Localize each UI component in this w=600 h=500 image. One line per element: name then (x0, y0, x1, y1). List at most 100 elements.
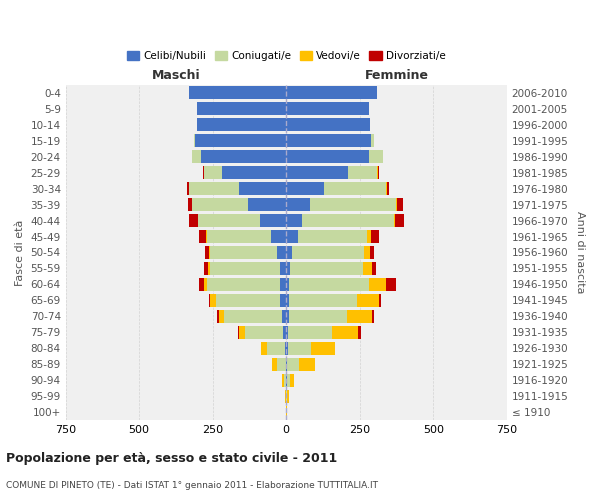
Y-axis label: Fasce di età: Fasce di età (15, 220, 25, 286)
Bar (286, 150, 368, 163)
Bar (204, 166, 221, 179)
Bar (311, 342, 335, 354)
Bar (397, 198, 403, 211)
Bar (197, 102, 286, 115)
Bar (239, 326, 245, 338)
Bar (287, 326, 332, 338)
Bar (368, 150, 383, 163)
Bar (199, 278, 204, 291)
Bar (347, 310, 373, 322)
Bar (285, 342, 286, 354)
Bar (286, 86, 377, 99)
Bar (208, 262, 210, 275)
Legend: Celibi/Nubili, Coniugati/e, Vedovi/e, Divorziati/e: Celibi/Nubili, Coniugati/e, Vedovi/e, Di… (122, 46, 450, 65)
Bar (364, 246, 370, 259)
Text: Maschi: Maschi (152, 68, 200, 82)
Bar (373, 310, 374, 322)
Bar (282, 310, 286, 322)
Bar (387, 182, 389, 195)
Bar (192, 198, 248, 211)
Bar (239, 182, 286, 195)
Bar (290, 374, 294, 386)
Bar (199, 230, 206, 243)
Bar (394, 214, 395, 227)
Text: Popolazione per età, sesso e stato civile - 2011: Popolazione per età, sesso e stato civil… (6, 452, 337, 465)
Bar (189, 214, 198, 227)
Bar (386, 278, 397, 291)
Bar (395, 214, 404, 227)
Bar (286, 246, 292, 259)
Bar (286, 358, 287, 370)
Bar (363, 262, 372, 275)
Bar (286, 134, 371, 147)
Bar (286, 294, 289, 307)
Bar (370, 246, 374, 259)
Bar (298, 230, 367, 243)
Bar (289, 278, 368, 291)
Bar (210, 246, 277, 259)
Bar (332, 326, 358, 338)
Bar (194, 134, 195, 147)
Bar (286, 102, 368, 115)
Bar (280, 278, 286, 291)
Bar (201, 150, 286, 163)
Bar (267, 342, 285, 354)
Bar (292, 246, 364, 259)
Bar (289, 294, 357, 307)
Bar (271, 230, 286, 243)
Bar (286, 182, 325, 195)
Bar (209, 246, 210, 259)
Bar (368, 278, 386, 291)
Bar (289, 310, 347, 322)
Bar (367, 230, 371, 243)
Bar (286, 166, 348, 179)
Bar (197, 118, 286, 131)
Bar (286, 230, 298, 243)
Bar (210, 262, 280, 275)
Bar (357, 294, 379, 307)
Bar (280, 262, 286, 275)
Bar (371, 230, 379, 243)
Bar (284, 374, 286, 386)
Bar (290, 262, 363, 275)
Bar (245, 326, 283, 338)
Bar (209, 294, 211, 307)
Bar (277, 358, 286, 370)
Bar (207, 278, 280, 291)
Bar (287, 374, 290, 386)
Bar (283, 374, 284, 386)
Bar (286, 326, 287, 338)
Bar (189, 182, 239, 195)
Bar (358, 326, 361, 338)
Bar (205, 246, 209, 259)
Bar (248, 198, 286, 211)
Bar (286, 118, 370, 131)
Bar (280, 294, 286, 307)
Bar (286, 342, 287, 354)
Bar (204, 278, 207, 291)
Bar (287, 358, 299, 370)
Bar (299, 358, 315, 370)
Bar (286, 198, 310, 211)
Bar (189, 86, 286, 99)
Bar (286, 310, 289, 322)
Bar (325, 182, 386, 195)
Bar (286, 262, 290, 275)
Bar (272, 358, 277, 370)
Bar (302, 214, 394, 227)
Bar (283, 326, 286, 338)
Bar (286, 278, 289, 291)
Bar (188, 198, 192, 211)
Bar (215, 294, 280, 307)
Bar (217, 310, 218, 322)
Bar (286, 390, 287, 402)
Bar (238, 326, 239, 338)
Bar (310, 198, 397, 211)
Bar (207, 230, 271, 243)
Bar (203, 166, 204, 179)
Bar (211, 294, 215, 307)
Bar (287, 342, 311, 354)
Bar (187, 182, 189, 195)
Bar (195, 134, 286, 147)
Bar (218, 310, 224, 322)
